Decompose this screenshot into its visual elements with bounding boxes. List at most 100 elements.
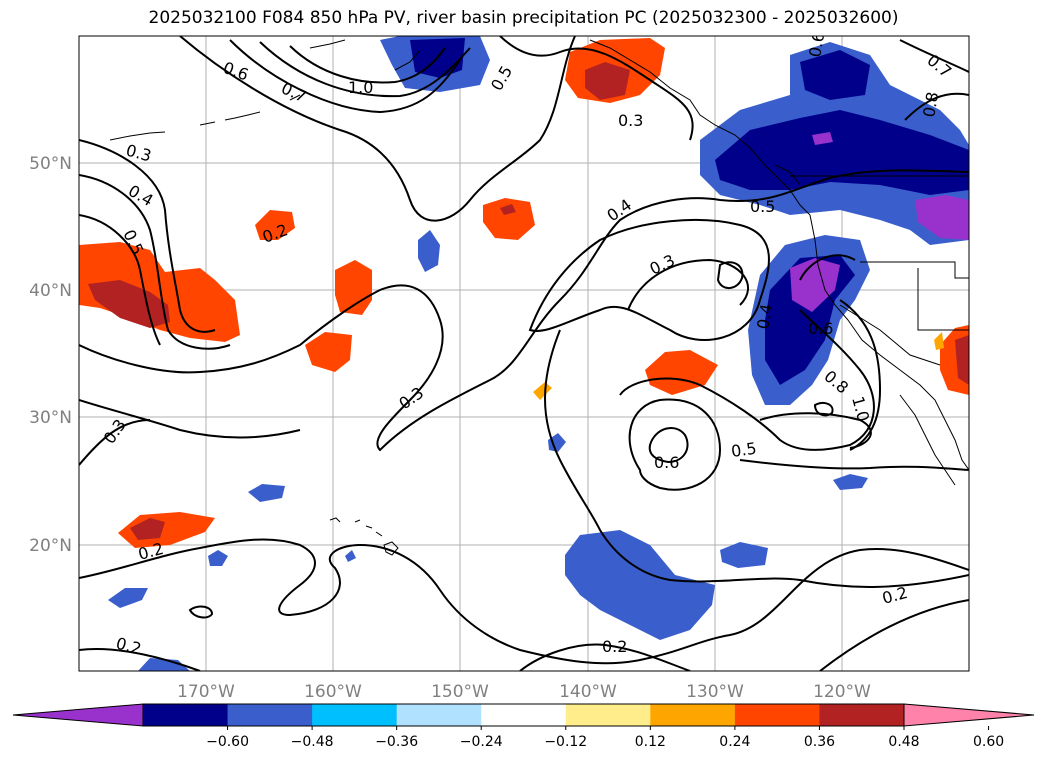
precip-extreme-negative-area — [812, 132, 833, 145]
contour-label: 0.8 — [919, 90, 942, 118]
colorbar-tick-label: 0.12 — [635, 734, 666, 750]
pv-contour-line — [179, 36, 576, 222]
pv-contour-line — [188, 605, 214, 619]
hawaii-islands — [329, 517, 399, 556]
precip-negative-area — [345, 550, 356, 562]
pv-contour-line — [648, 426, 689, 464]
colorbar-segment — [565, 704, 651, 726]
precip-positive-area — [335, 260, 372, 315]
lat-tick-labels: 50°N 40°N 30°N 20°N — [29, 154, 72, 556]
precip-negative-area — [720, 542, 768, 568]
colorbar-segment — [734, 704, 820, 726]
colorbar-tick-label: −0.36 — [375, 734, 418, 750]
west-coastline — [809, 214, 969, 471]
precip-positive-area — [305, 332, 352, 372]
lon-tick-label: 130°W — [686, 682, 744, 702]
pv-contour-line — [528, 219, 770, 341]
precip-positive-area — [255, 210, 295, 240]
colorbar-tick-label: 0.60 — [973, 734, 1004, 750]
precip-strong-positive-area — [585, 62, 630, 100]
pv-contour-line — [79, 538, 969, 665]
pv-contour-line — [716, 261, 744, 289]
pv-contour-line — [79, 139, 216, 333]
pv-contour-line — [899, 39, 969, 73]
lon-tick-label: 120°W — [813, 682, 871, 702]
pv-contour-line — [79, 399, 301, 439]
precip-positive-area — [645, 350, 718, 395]
lat-tick-label: 50°N — [29, 154, 72, 174]
colorbar-tick-label: 0.36 — [804, 734, 835, 750]
pv-contour-line — [628, 398, 722, 491]
pv-contour-line — [79, 214, 161, 346]
precip-negative-area — [248, 484, 285, 502]
colorbar-extend-high — [903, 703, 1035, 727]
contour-label: 0.6 — [654, 453, 679, 472]
colorbar: −0.60 −0.48 −0.36 −0.24 −0.12 0.12 0.24 0.36 0.4… — [12, 703, 1035, 750]
colorbar-frame — [142, 703, 905, 727]
pv-contour-line — [739, 459, 969, 471]
pv-contour-line — [289, 45, 446, 84]
precip-strong-negative-area — [800, 50, 870, 100]
colorbar-segment — [227, 704, 313, 726]
colorbar-segment — [819, 704, 905, 726]
pv-contours — [79, 36, 969, 671]
lon-tick-label: 160°W — [304, 682, 362, 702]
colorbar-segment — [481, 704, 567, 726]
border-lines — [790, 175, 969, 366]
colorbar-segment — [650, 704, 736, 726]
colorbar-segment — [143, 704, 229, 726]
pv-contour-line — [79, 169, 969, 452]
lon-tick-label: 140°W — [559, 682, 617, 702]
lon-tick-label: 150°W — [431, 682, 489, 702]
precip-strong-positive-area — [130, 518, 165, 540]
lat-tick-label: 20°N — [29, 536, 72, 556]
precip-negative-area — [833, 474, 868, 490]
pv-contour-line — [904, 92, 969, 121]
colorbar-extend-low — [12, 703, 144, 727]
precip-positive-area — [934, 332, 944, 350]
precip-negative-area — [208, 550, 228, 566]
pv-contour-line — [819, 599, 969, 671]
lat-tick-label: 30°N — [29, 408, 72, 428]
precip-extreme-negative-area — [915, 195, 969, 240]
contour-label: 0.3 — [618, 111, 643, 130]
baja-coastline — [899, 394, 956, 486]
pv-contour-line — [813, 402, 834, 417]
pv-contour-line — [79, 174, 231, 350]
lon-tick-labels: 170°W 160°W 150°W 140°W 130°W 120°W — [177, 682, 871, 702]
precip-negative-area — [565, 530, 715, 640]
map-title: 2025032100 F084 850 hPa PV, river basin … — [148, 8, 899, 28]
contour-label: 0.2 — [602, 637, 627, 656]
pv-contour-line — [839, 299, 882, 451]
coastlines — [109, 39, 969, 556]
precip-negative-area — [138, 658, 190, 671]
pv-contour-line — [229, 39, 461, 114]
precip-negative-area — [418, 230, 440, 272]
map-frame — [78, 35, 970, 672]
alaska-coastline — [109, 39, 811, 216]
precip-positive-area — [79, 242, 240, 342]
contour-label: 0.4 — [753, 302, 776, 330]
precip-strong-positive-area — [500, 204, 516, 215]
precip-extreme-negative-area — [790, 258, 840, 312]
colorbar-tick-label: −0.60 — [206, 734, 249, 750]
pv-contour-line — [519, 643, 691, 671]
colorbar-tick-label: −0.24 — [460, 734, 503, 750]
pv-contour-line — [619, 309, 875, 451]
colorbar-tick-label: −0.12 — [544, 734, 587, 750]
colorbar-segment — [396, 704, 482, 726]
colorbar-segment — [312, 704, 398, 726]
contour-label: 0.5 — [750, 197, 775, 216]
pv-contour-line — [79, 419, 151, 466]
precip-shading — [79, 36, 969, 671]
contour-label: 0.5 — [730, 439, 758, 461]
pv-contour-line — [627, 258, 750, 311]
pv-contour-line — [544, 329, 969, 588]
contour-label: 0.6 — [808, 319, 833, 338]
pv-contour-line — [799, 254, 856, 281]
pv-contour-line — [79, 648, 201, 671]
contour-label: 1.0 — [348, 78, 373, 97]
lon-tick-label: 170°W — [177, 682, 235, 702]
colorbar-tick-label: 0.24 — [719, 734, 750, 750]
